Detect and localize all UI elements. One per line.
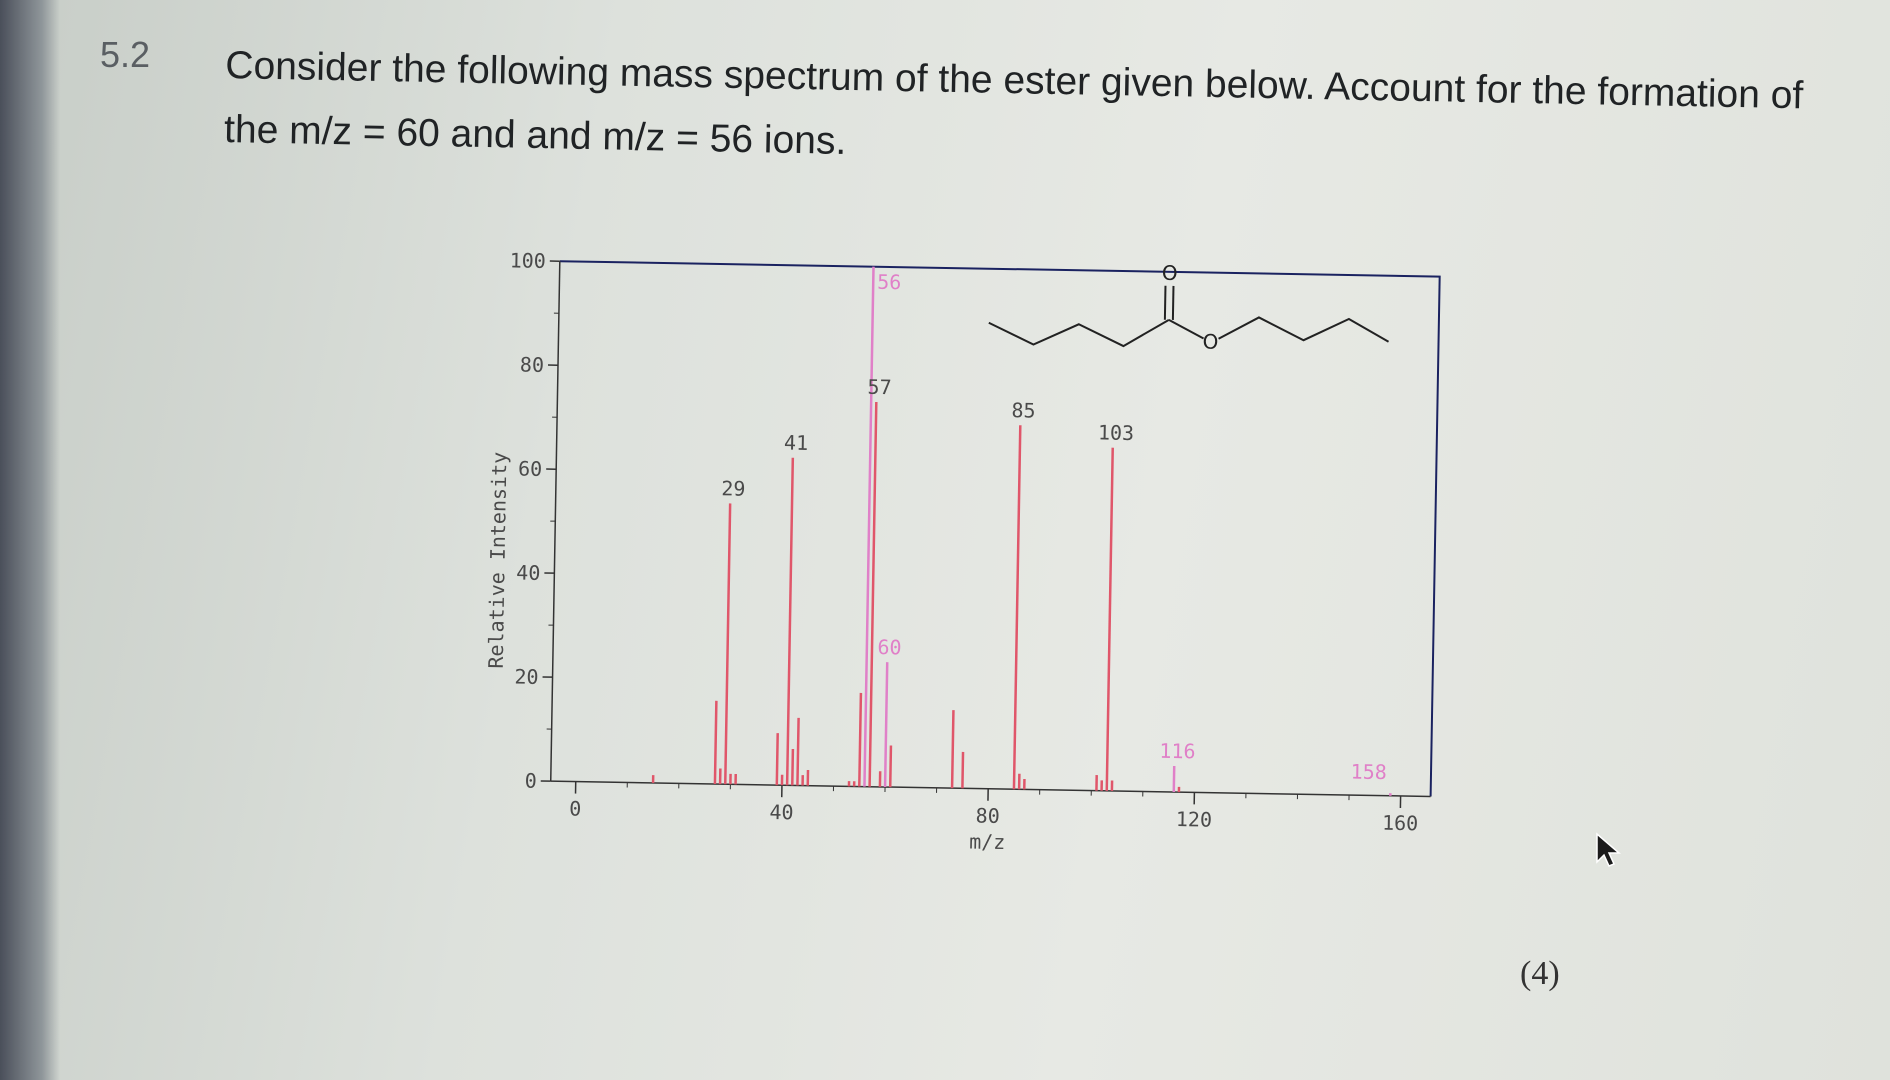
peak-label: 116 bbox=[1159, 739, 1196, 764]
plot-frame bbox=[559, 260, 1441, 797]
alkoxy-chain bbox=[1218, 316, 1390, 343]
question-text: Consider the following mass spectrum of … bbox=[223, 43, 1804, 163]
x-tick-label: 160 bbox=[1382, 811, 1419, 836]
peak-label: 60 bbox=[877, 635, 902, 659]
x-tick-label: 40 bbox=[769, 800, 794, 824]
peak-bar bbox=[791, 748, 795, 786]
peak-bar bbox=[888, 745, 893, 788]
question-number: 5.2 bbox=[100, 34, 151, 75]
ester-bond bbox=[1168, 318, 1205, 340]
peak-label: 103 bbox=[1098, 420, 1135, 445]
carbonyl-bond-2 bbox=[1171, 285, 1175, 320]
peak-label: 85 bbox=[1011, 398, 1036, 422]
peak-bar bbox=[796, 717, 800, 786]
ester-oxygen-label: O bbox=[1202, 329, 1218, 353]
peak-label: 57 bbox=[867, 375, 892, 399]
carbonyl-bond-1 bbox=[1163, 285, 1167, 320]
mouse-pointer-icon bbox=[1596, 832, 1622, 867]
y-tick-label: 80 bbox=[520, 353, 545, 377]
carbonyl-oxygen-label: O bbox=[1162, 261, 1178, 285]
y-tick-label: 100 bbox=[509, 250, 546, 273]
x-tick-label: 80 bbox=[975, 804, 1000, 828]
y-tick-label: 0 bbox=[524, 769, 536, 793]
x-axis-title: m/z bbox=[969, 829, 1006, 854]
peak-bar bbox=[883, 662, 889, 787]
marks-label: (4) bbox=[1520, 955, 1560, 992]
peak-bar bbox=[785, 457, 795, 786]
peak-label: 29 bbox=[721, 476, 746, 500]
y-tick-label: 60 bbox=[518, 457, 543, 481]
peak-bar bbox=[775, 733, 779, 786]
mass-spectrum-chart: 0 20 40 60 80 100 0 40 80 120 160 m/z Relative Inten… bbox=[479, 248, 1450, 907]
x-tick-label: 120 bbox=[1176, 807, 1213, 832]
y-tick-label: 20 bbox=[514, 664, 539, 688]
spectrum-svg: 0 20 40 60 80 100 0 40 80 120 160 m/z Relative Inten… bbox=[484, 248, 1441, 854]
peak-label: 41 bbox=[784, 431, 809, 455]
x-axis-line bbox=[550, 780, 1431, 798]
x-tick-label: 0 bbox=[569, 796, 581, 820]
monitor-bezel-shadow bbox=[0, 0, 60, 1080]
peak-label: 56 bbox=[877, 270, 902, 294]
alkyl-chain bbox=[988, 318, 1170, 348]
peak-bar bbox=[713, 700, 718, 785]
y-axis-title: Relative Intensity bbox=[484, 452, 512, 669]
peak-bar bbox=[1012, 425, 1022, 790]
peak-bar bbox=[723, 503, 732, 785]
peak-bar bbox=[950, 710, 955, 789]
peak-label: 158 bbox=[1350, 760, 1387, 785]
peak-bar bbox=[858, 692, 863, 787]
peak-bar bbox=[961, 751, 965, 789]
peak-bar bbox=[868, 401, 878, 787]
ester-structure bbox=[988, 285, 1390, 348]
peak-bar bbox=[1105, 447, 1114, 791]
peak-bar bbox=[863, 266, 875, 787]
y-tick-label: 40 bbox=[516, 561, 541, 585]
